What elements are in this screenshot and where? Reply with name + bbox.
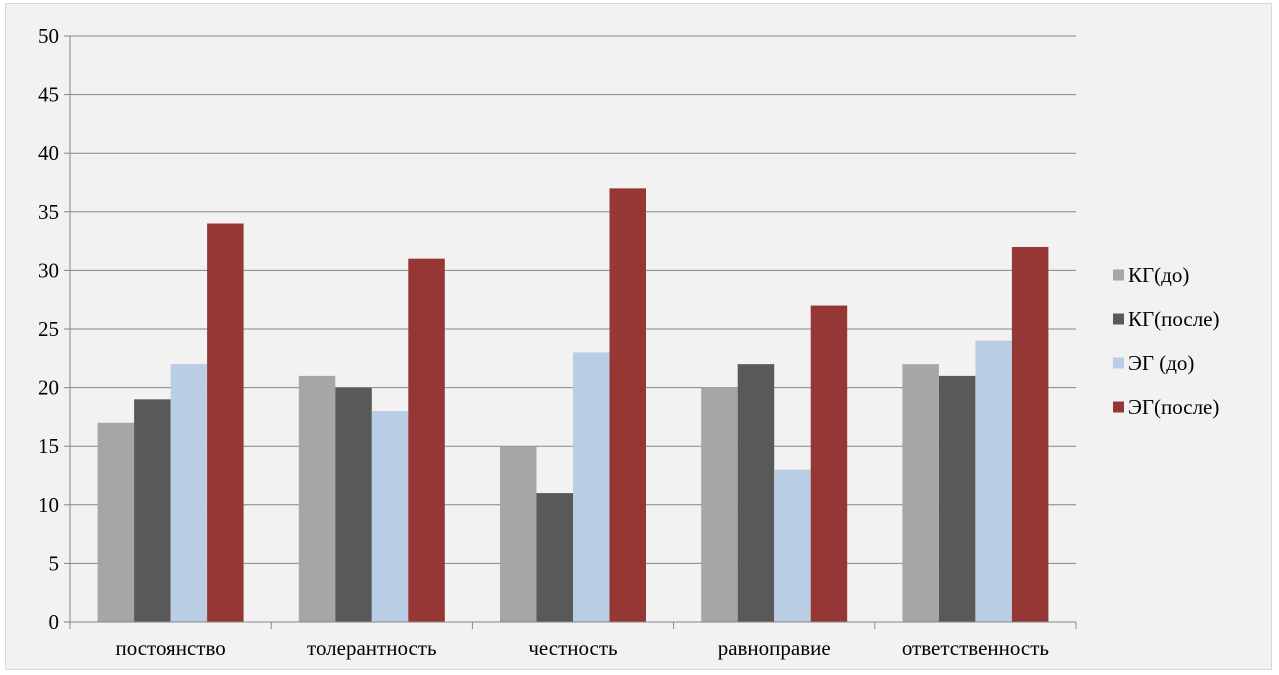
bar	[536, 493, 573, 622]
x-tick-label: постоянство	[115, 636, 225, 660]
bar	[902, 364, 939, 622]
legend-swatch	[1113, 357, 1124, 369]
legend-label: КГ(до)	[1128, 263, 1189, 287]
bar	[408, 258, 445, 622]
y-tick-label: 35	[38, 200, 59, 224]
x-tick-label: толерантность	[307, 636, 437, 660]
legend-label: ЭГ(после)	[1128, 395, 1219, 419]
bar	[938, 375, 976, 622]
x-tick-label: ответственность	[902, 636, 1049, 660]
legend-swatch	[1113, 401, 1124, 413]
bar	[134, 399, 171, 622]
bar	[573, 352, 610, 622]
y-tick-label: 10	[38, 493, 59, 517]
y-tick-label: 25	[38, 317, 59, 341]
y-tick-label: 5	[49, 551, 60, 575]
legend-swatch	[1113, 313, 1124, 325]
bar	[500, 446, 537, 622]
bar	[774, 469, 811, 622]
bar	[701, 387, 738, 622]
legend-swatch	[1113, 269, 1124, 281]
y-tick-label: 0	[49, 610, 60, 634]
bar	[97, 422, 135, 622]
y-tick-label: 20	[38, 376, 59, 400]
chart-area: 0 5 10 15 20 25 30 35 40 45 50 постоянство толерантн…	[5, 3, 1272, 670]
bar	[737, 364, 775, 622]
bar	[207, 223, 244, 622]
y-tick-label: 30	[38, 258, 59, 282]
bar	[371, 411, 409, 622]
bar-chart: 0 5 10 15 20 25 30 35 40 45 50 постоянство толерантн…	[38, 24, 1220, 660]
bar	[1011, 246, 1049, 622]
bar	[609, 188, 646, 623]
x-tick-label: равноправие	[718, 636, 831, 660]
y-tick-label: 40	[38, 141, 59, 165]
legend-label: КГ(после)	[1128, 307, 1220, 331]
axes: 0 5 10 15 20 25 30 35 40 45 50 постоянство толерантн…	[38, 24, 1077, 660]
x-tick-label: честность	[528, 636, 617, 660]
bar	[810, 305, 848, 622]
bar	[975, 340, 1012, 622]
y-tick-label: 15	[38, 434, 59, 458]
y-tick-label: 45	[38, 83, 59, 107]
bar	[335, 387, 372, 622]
bar	[298, 375, 336, 622]
bars	[97, 188, 1049, 623]
bar	[170, 364, 208, 622]
y-tick-label: 50	[38, 24, 59, 48]
legend-label: ЭГ (до)	[1128, 351, 1194, 375]
legend: КГ(до) КГ(после) ЭГ (до) ЭГ(после)	[1113, 263, 1220, 419]
